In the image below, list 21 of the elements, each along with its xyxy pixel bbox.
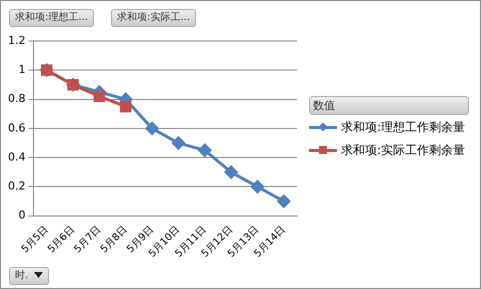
y-tick-label: 1.2 xyxy=(8,34,26,47)
point xyxy=(120,100,132,112)
y-tick-label: 0 xyxy=(18,208,26,222)
y-tick-label: 1 xyxy=(18,63,26,76)
point xyxy=(94,90,106,102)
legend-label: 求和项:实际工作剩余量 xyxy=(341,142,466,159)
text: 求和项:理想工... xyxy=(15,12,88,23)
text: 求和项:实际工... xyxy=(117,12,190,23)
y-tick-label: 0.8 xyxy=(8,92,26,106)
point xyxy=(224,166,238,179)
y-tick-label: 0.6 xyxy=(8,121,26,134)
point xyxy=(146,122,159,135)
legend-title: 数值 xyxy=(309,96,469,115)
point xyxy=(277,194,290,208)
text: 时. xyxy=(15,270,28,281)
y-tick-label: 0.2 xyxy=(8,180,26,193)
point xyxy=(172,136,185,150)
y-tick-label: 0.4 xyxy=(8,150,26,164)
legend-label: 求和项:理想工作剩余量 xyxy=(341,119,466,136)
point xyxy=(250,180,264,194)
point xyxy=(198,144,212,157)
